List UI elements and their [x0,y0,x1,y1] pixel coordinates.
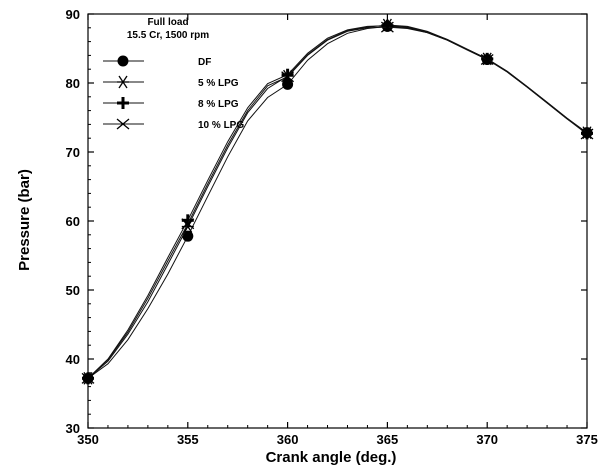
y-tick-label-80: 80 [66,76,80,91]
series-line-1 [87,24,588,379]
x-tick-label-365: 365 [377,432,399,447]
y-tick-label-40: 40 [66,352,80,367]
annotation-load: Full load [147,17,188,28]
y-tick-label-70: 70 [66,145,80,160]
legend-item-0: DF [103,55,211,68]
legend-marker-1 [117,75,129,89]
chart-legend: DF 5 % LPG 8 % LPG 10 % LPG [103,55,244,131]
series-2-point-365 [381,19,394,32]
x-tick-label-355: 355 [177,432,199,447]
legend-marker-2 [117,97,129,109]
series-line-0 [87,25,588,379]
y-tick-label-50: 50 [66,283,80,298]
x-axis-title: Crank angle (deg.) [266,449,397,466]
series-2-point-360 [281,68,294,81]
series-3-point-365 [380,21,394,33]
legend-label-1: 5 % LPG [198,78,239,89]
series-line-2 [87,25,588,379]
x-tick-label-360: 360 [277,432,299,447]
legend-label-0: DF [198,57,211,68]
series-0-point-360 [282,78,294,90]
legend-item-2: 8 % LPG [103,97,239,110]
legend-label-2: 8 % LPG [198,99,239,110]
legend-label-3: 10 % LPG [198,120,244,131]
y-axis-title: Pressure (bar) [16,169,33,271]
legend-marker-3 [116,118,130,130]
series-line-3 [87,26,588,379]
legend-marker-0 [117,55,129,67]
y-tick-label-30: 30 [66,421,80,436]
series-0-point-355 [182,230,194,242]
x-tick-label-375: 375 [576,432,598,447]
y-tick-label-90: 90 [66,7,80,22]
chart-axes: 350 355 360 365 370 375 30 40 50 60 70 80 90 [66,7,598,447]
annotation-conditions: 15.5 Cr, 1500 rpm [127,30,209,41]
chart-marks [81,18,594,385]
series-3-point-355 [181,218,195,230]
y-tick-label-60: 60 [66,214,80,229]
legend-item-1: 5 % LPG [103,75,239,89]
x-tick-label-370: 370 [476,432,498,447]
x-tick-label-350: 350 [77,432,99,447]
series-3-point-360 [281,71,295,83]
series-3-point-370 [480,54,494,66]
legend-item-3: 10 % LPG [103,118,244,131]
